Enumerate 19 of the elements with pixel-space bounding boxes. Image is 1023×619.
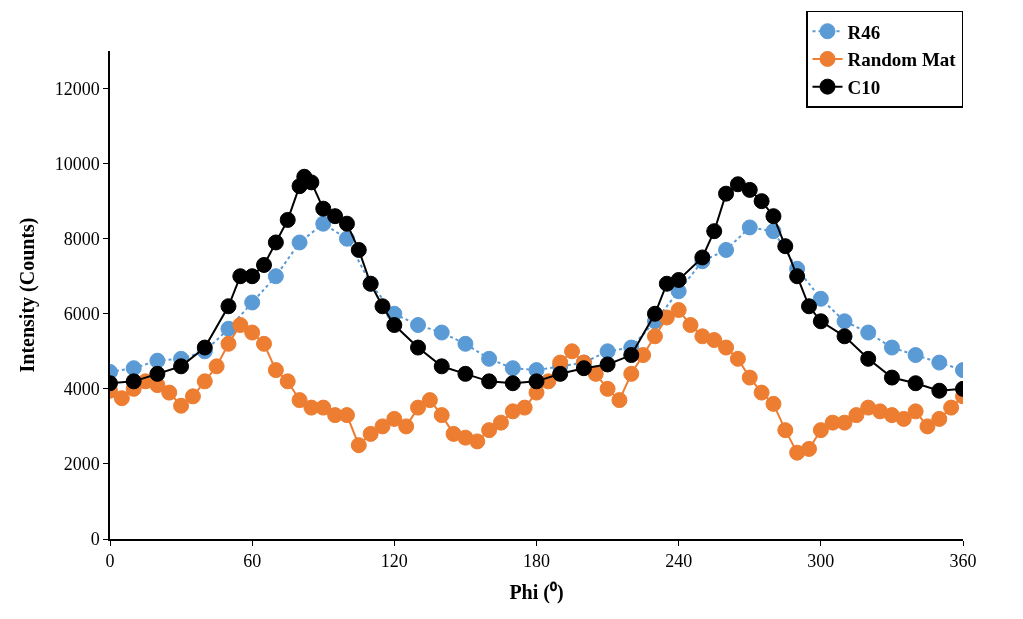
legend-label: Random Mat — [847, 49, 957, 71]
x-tick-label: 60 — [243, 551, 262, 572]
y-tick-label: 10000 — [54, 153, 100, 174]
x-axis-title: Phi (⁰) — [509, 581, 564, 605]
y-axis-title: Intensity (Counts) — [15, 217, 39, 373]
x-tick-label: 300 — [807, 551, 835, 572]
legend-label: R46 — [847, 21, 881, 43]
x-tick-label: 180 — [523, 551, 550, 572]
y-tick-label: 2000 — [63, 454, 100, 475]
y-tick-label: 12000 — [54, 78, 100, 99]
x-tick-label: 120 — [380, 551, 408, 572]
x-tick-label: 0 — [105, 551, 115, 572]
x-tick-label: 240 — [665, 551, 693, 572]
y-tick-label: 0 — [90, 529, 100, 550]
x-tick-label: 360 — [949, 551, 977, 572]
legend-label: C10 — [847, 77, 881, 99]
y-tick-label: 4000 — [63, 379, 100, 400]
y-tick-label: 6000 — [63, 304, 100, 325]
y-tick-label: 8000 — [63, 228, 100, 249]
